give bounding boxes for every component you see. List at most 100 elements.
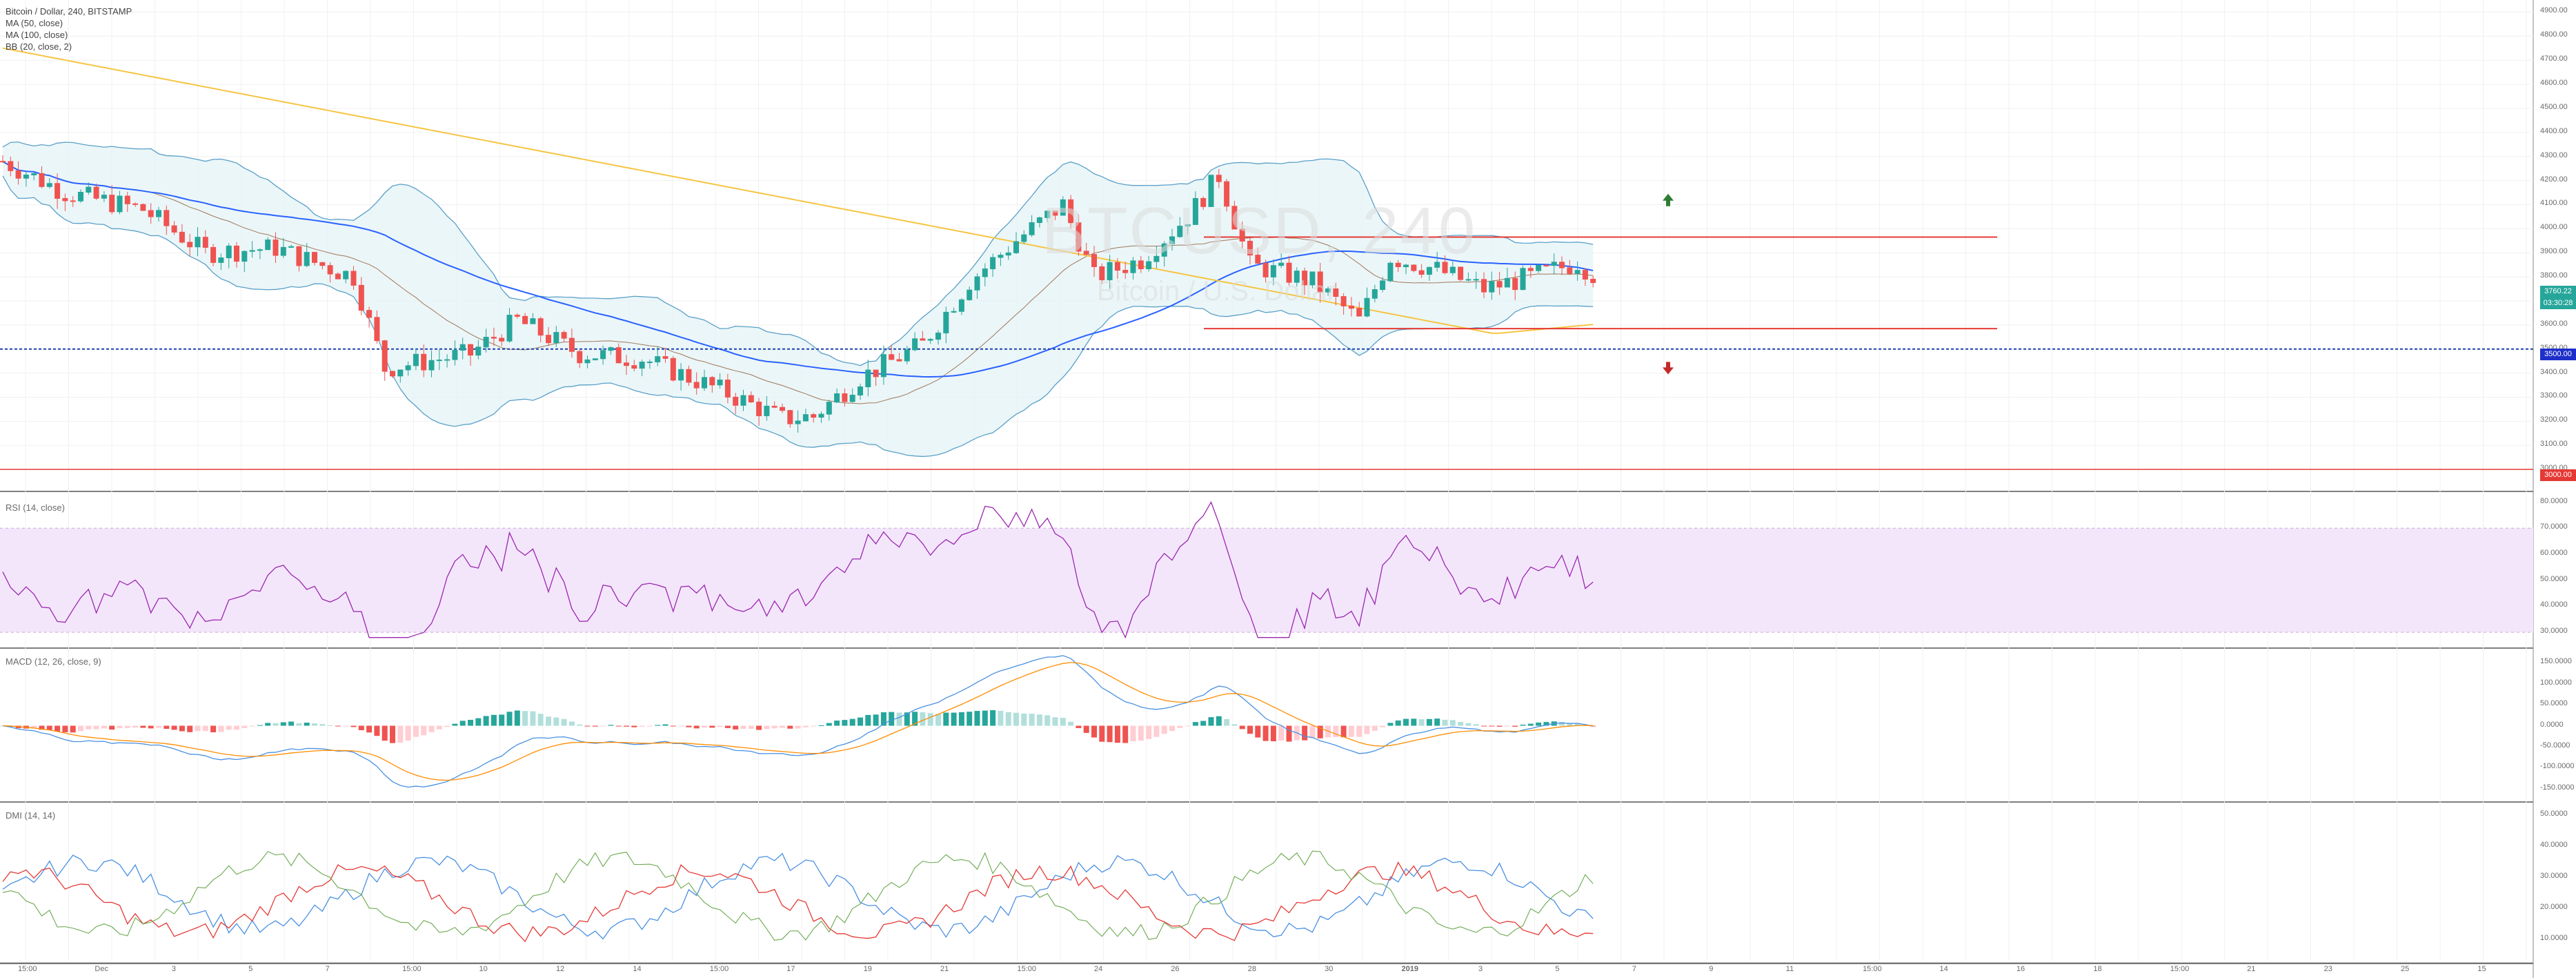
bb-legend[interactable]: BB (20, close, 2): [6, 41, 72, 52]
time-tick-label: 14: [633, 965, 642, 973]
dmi-tick-label: 40.0000: [2540, 841, 2568, 850]
candle-body: [468, 344, 473, 356]
price-tick-label: 4600.00: [2540, 79, 2568, 88]
candle-body: [1255, 255, 1261, 264]
macd-histogram-bar: [156, 725, 161, 728]
candle-body: [218, 257, 224, 263]
candle-body: [1449, 266, 1456, 273]
dmi-tick-label: 30.0000: [2540, 872, 2568, 881]
candle-body: [148, 210, 154, 217]
candle-body: [1411, 264, 1417, 271]
macd-histogram-bar: [748, 725, 754, 729]
macd-histogram-bar: [164, 725, 170, 729]
symbol-title[interactable]: Bitcoin / Dollar, 240, BITSTAMP: [6, 6, 132, 17]
candle-body: [436, 360, 442, 362]
candle-body: [506, 315, 513, 342]
candle-body: [1567, 267, 1573, 274]
macd-histogram-bar: [444, 725, 450, 727]
macd-histogram-bar: [506, 712, 513, 726]
macd-histogram-bar: [522, 711, 528, 726]
macd-histogram-bar: [1200, 721, 1207, 726]
candle-body: [889, 354, 895, 360]
macd-histogram-bar: [927, 713, 933, 726]
macd-histogram-bar: [764, 725, 770, 730]
time-tick-label: 15:00: [709, 965, 729, 973]
candle-body: [1208, 175, 1214, 207]
macd-histogram-bar: [771, 725, 777, 729]
adx-line: [2, 850, 1594, 941]
macd-histogram-bar: [624, 725, 629, 727]
candle-body: [600, 350, 606, 360]
candle-body: [693, 382, 700, 389]
macd-histogram-bar: [865, 714, 871, 726]
candle-body: [39, 173, 45, 187]
macd-histogram-bar: [1091, 725, 1097, 738]
macd-histogram-bar: [1239, 725, 1245, 730]
macd-histogram-bar: [483, 716, 489, 726]
time-tick-label: 3: [1478, 965, 1483, 973]
candle-body: [1216, 175, 1222, 182]
candle-body: [15, 170, 21, 179]
macd-histogram-bar: [1465, 723, 1472, 726]
time-tick-label: Dec: [95, 965, 108, 973]
candle-body: [78, 192, 83, 202]
macd-histogram-bar: [546, 716, 551, 726]
macd-histogram-bar: [514, 710, 520, 726]
macd-histogram-bar: [615, 725, 622, 727]
minus-di-line: [2, 861, 1594, 943]
candle-body: [865, 369, 871, 387]
dmi-pane-label[interactable]: DMI (14, 14): [6, 810, 56, 821]
macd-histogram-bar: [1481, 725, 1487, 727]
candle-body: [1356, 308, 1363, 317]
macd-histogram-bar: [826, 723, 832, 726]
ma100-legend[interactable]: MA (100, close): [6, 30, 68, 40]
macd-histogram-bar: [568, 721, 575, 726]
candle-body: [164, 210, 170, 226]
macd-histogram-bar: [1333, 725, 1339, 737]
macd-histogram-bar: [1224, 719, 1230, 726]
candle-body: [702, 377, 707, 389]
candle-body: [1395, 262, 1401, 268]
candle-body: [546, 335, 551, 344]
candle-body: [1130, 260, 1136, 273]
macd-histogram-bar: [990, 710, 996, 726]
ma50-legend[interactable]: MA (50, close): [6, 18, 63, 28]
macd-histogram-bar: [686, 725, 692, 727]
macd-histogram-bar: [904, 712, 910, 726]
rsi-pane-label[interactable]: RSI (14, close): [6, 502, 65, 513]
macd-histogram-bar: [678, 725, 684, 727]
macd-histogram-bar: [842, 720, 848, 726]
macd-tick-label: -150.0000: [2540, 783, 2575, 792]
macd-histogram-bar: [537, 714, 544, 726]
macd-pane-label[interactable]: MACD (12, 26, close, 9): [6, 656, 101, 667]
macd-histogram-bar: [1559, 721, 1565, 726]
macd-histogram-bar: [132, 725, 139, 728]
macd-histogram-bar: [218, 725, 224, 732]
macd-histogram-bar: [86, 725, 92, 730]
rsi-tick-label: 40.0000: [2540, 600, 2568, 609]
time-tick-label: 25: [2401, 965, 2410, 973]
candle-body: [795, 420, 801, 424]
rsi-tick-label: 30.0000: [2540, 627, 2568, 636]
macd-histogram-bar: [1567, 723, 1573, 726]
candle-body: [780, 407, 785, 411]
candle-body: [1434, 262, 1440, 268]
macd-histogram-bar: [889, 712, 895, 726]
price-tick-label: 3900.00: [2540, 247, 2568, 256]
macd-histogram-bar: [319, 724, 326, 726]
macd-histogram-bar: [1473, 724, 1479, 726]
macd-histogram-bar: [733, 725, 739, 730]
candle-body: [319, 262, 326, 266]
macd-histogram-bar: [662, 724, 668, 726]
candle-body: [1169, 236, 1175, 244]
candle-body: [1527, 268, 1534, 271]
macd-histogram-bar: [920, 712, 926, 726]
macd-tick-label: 0.0000: [2540, 720, 2564, 729]
macd-histogram-bar: [577, 724, 583, 726]
macd-histogram-bar: [179, 725, 185, 732]
macd-histogram-bar: [646, 725, 653, 727]
candle-body: [842, 393, 848, 402]
candle-body: [1426, 266, 1432, 275]
